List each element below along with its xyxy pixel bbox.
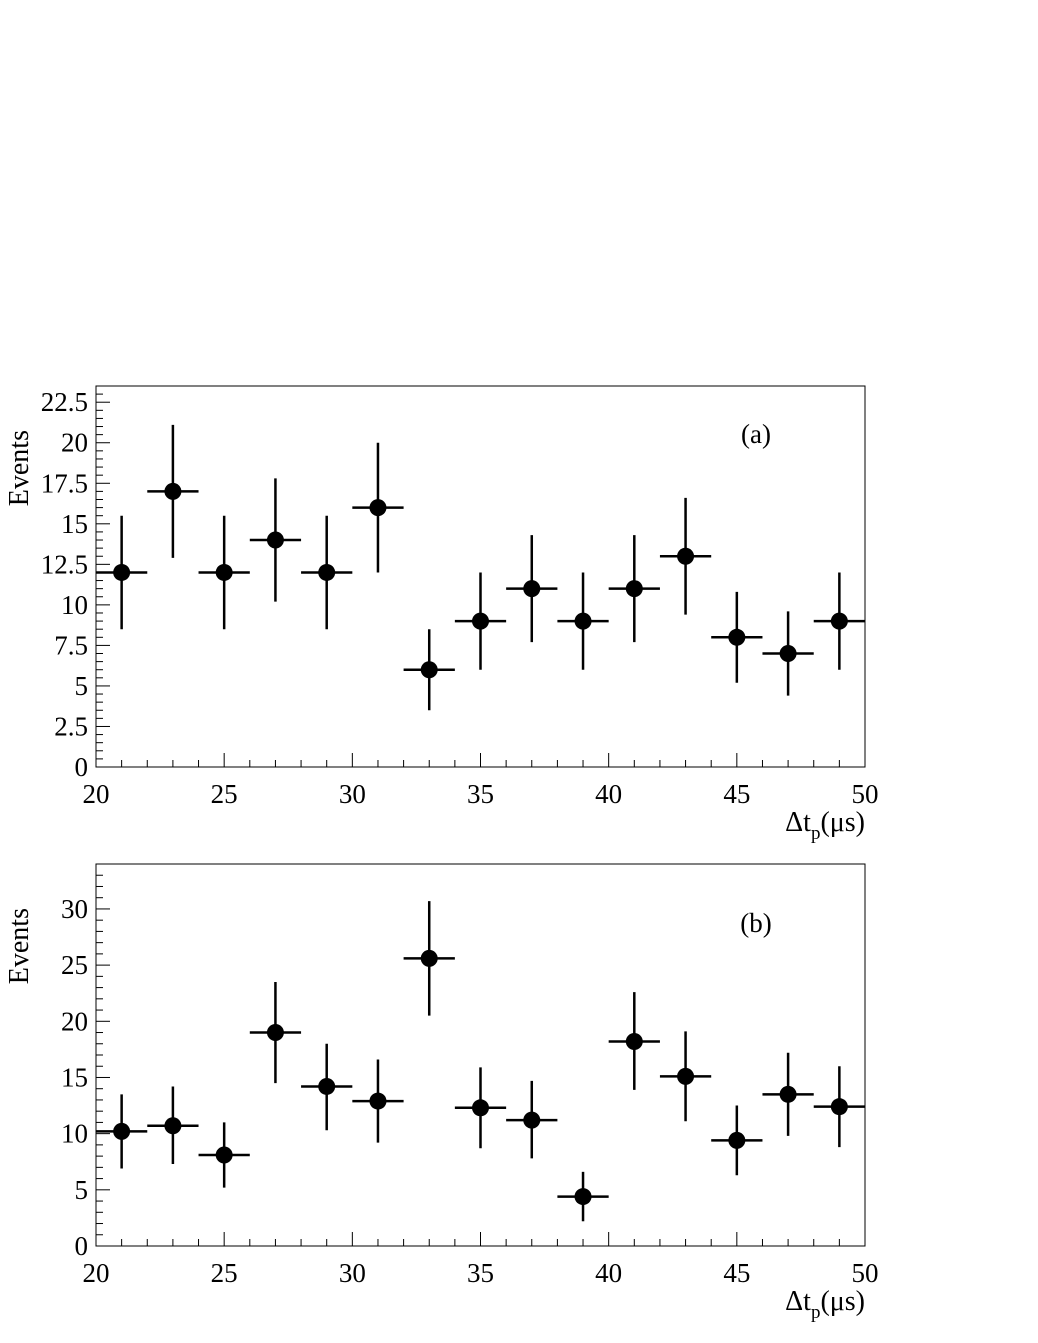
data-point [728,628,746,646]
data-point [472,612,489,630]
x-axis-title-subscript: p [811,1302,821,1323]
data-point [830,612,848,630]
data-point [779,1085,797,1103]
y-tick-label: 12.5 [41,549,88,579]
x-tick-label: 35 [467,779,494,809]
x-tick-label: 20 [83,1258,110,1288]
data-point [266,531,284,549]
x-tick-label: 30 [339,1258,366,1288]
y-tick-label: 2.5 [54,711,88,741]
data-point [420,661,438,679]
data-point [728,1131,746,1149]
data-point [420,949,438,967]
data-point [523,580,541,598]
y-tick-label: 5 [75,1175,89,1205]
y-tick-label: 0 [75,752,89,782]
data-point [677,1067,695,1085]
data-point [113,563,131,581]
panel-b: 20 25 30 35 40 45 50051015202530EventsΔtp(μs)(… [4,863,879,1323]
y-tick-label: 20 [61,1006,88,1036]
panel-a: 20 25 30 35 40 45 50 0 2.5 5 7.5 10 12.5 15 17.5 20 22.5… [4,385,879,844]
x-tick-label: 25 [211,1258,238,1288]
y-tick-label: 20 [61,428,88,458]
x-tick-label: 45 [723,1258,750,1288]
x-axis-title: Δtp(μs) [785,1286,865,1323]
x-axis-title-main: Δt [785,807,811,838]
y-tick-label: 17.5 [41,468,88,498]
panel-label: (b) [740,908,771,938]
data-point [574,612,592,630]
x-tick-label: 50 [852,1258,879,1288]
y-tick-label: 15 [61,1062,88,1092]
y-tick-label: 30 [61,894,88,924]
x-axis-title-unit: (μs) [820,807,865,838]
x-tick-label: 45 [723,779,750,809]
data-point [625,1033,643,1051]
x-axis-title-main: Δt [785,1286,811,1317]
data-point [779,645,797,663]
data-point [830,1098,848,1116]
y-tick-label: 25 [61,950,88,980]
x-axis-title-unit: (μs) [820,1286,865,1317]
y-tick-label: 10 [61,590,88,620]
data-point [113,1122,131,1140]
data-point [472,1099,489,1117]
x-tick-label: 40 [595,779,622,809]
data-point [164,1117,182,1135]
y-axis-title: Events [4,430,35,506]
y-tick-label: 15 [61,509,88,539]
panel-label: (a) [741,419,771,449]
y-tick-label: 22.5 [41,387,88,417]
data-point [677,547,695,565]
data-point [369,499,387,517]
data-point [164,482,182,500]
x-tick-label: 25 [211,779,238,809]
data-point [369,1092,387,1110]
y-tick-label: 7.5 [54,630,88,660]
data-point [215,563,233,581]
data-point [318,1077,336,1095]
data-point [215,1146,233,1164]
x-tick-label: 20 [83,779,110,809]
data-point [574,1188,592,1206]
x-tick-label: 50 [852,779,879,809]
y-tick-label: 10 [61,1119,88,1149]
y-axis-title: Events [4,908,35,984]
x-axis-title-subscript: p [811,823,821,844]
data-point [266,1024,284,1042]
y-tick-label: 5 [75,671,89,701]
data-point [318,563,336,581]
y-tick-label: 0 [75,1231,89,1261]
x-tick-label: 40 [595,1258,622,1288]
x-axis-title: Δtp(μs) [785,807,865,844]
data-point [523,1111,541,1129]
x-tick-label: 30 [339,779,366,809]
x-tick-label: 35 [467,1258,494,1288]
data-point [625,580,643,598]
